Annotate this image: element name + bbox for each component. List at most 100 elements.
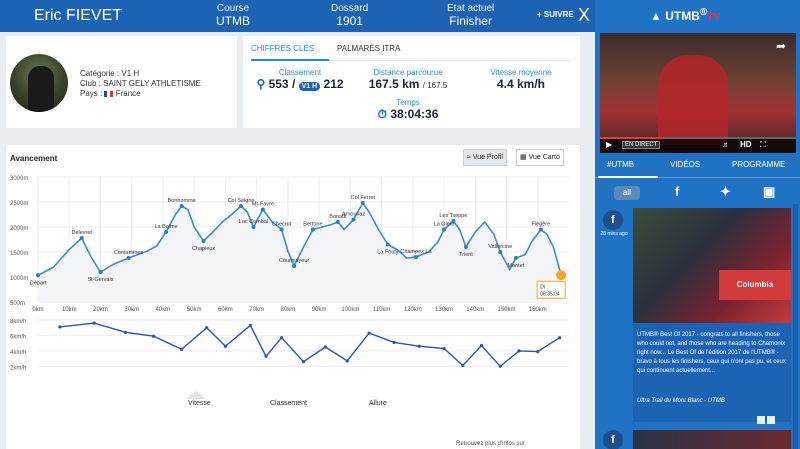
checkpoint-point bbox=[201, 239, 206, 243]
speed-point bbox=[123, 330, 128, 334]
speed-point bbox=[442, 346, 446, 351]
legend-pace[interactable]: Allure bbox=[369, 400, 387, 407]
checkpoint-point bbox=[351, 217, 356, 222]
follow-button[interactable]: + SUIVRE bbox=[537, 10, 574, 19]
distance-tick-label: 0km bbox=[32, 307, 43, 313]
checkpoint-point bbox=[292, 264, 297, 268]
tab-utmb-hashtag[interactable]: #UTMB bbox=[607, 160, 635, 169]
checkpoint-label: Les Tseppe bbox=[439, 213, 467, 219]
feed-scrollbar[interactable] bbox=[793, 204, 798, 449]
speed-point bbox=[536, 350, 540, 354]
hd-button[interactable]: HD bbox=[740, 140, 752, 149]
speed-tick-label: 8km/h bbox=[10, 319, 26, 325]
elevation-tick-label: 2000m bbox=[10, 226, 28, 232]
profile-view-button[interactable]: ≈ Vue Profil bbox=[463, 149, 507, 166]
checkpoint-label: La Giete bbox=[434, 222, 455, 228]
checkpoint-label: Delevret bbox=[71, 230, 92, 236]
bib-column: Dossard 1901 bbox=[331, 2, 368, 28]
checkpoint-label: Checrut bbox=[272, 222, 292, 228]
current-position-marker bbox=[556, 270, 567, 281]
social-filter-bar: all f ✦ ▣ bbox=[600, 181, 795, 203]
checkpoint-label: Bertone bbox=[303, 222, 322, 228]
share-icon[interactable]: ➦ bbox=[776, 39, 787, 53]
map-view-label: Vue Carto bbox=[528, 154, 560, 161]
speed-tick-label: 6km/h bbox=[10, 334, 26, 340]
play-icon[interactable]: ▶ bbox=[606, 140, 613, 149]
distance-tick-label: 70km bbox=[249, 307, 264, 313]
checkpoint-label: La Fouly bbox=[377, 250, 398, 256]
checkpoint-point bbox=[385, 242, 390, 247]
speed-point bbox=[345, 359, 349, 363]
club-text: Club : SAINT GELY ATHLETISME bbox=[80, 79, 201, 88]
stopwatch-icon: ⏱ bbox=[377, 107, 387, 121]
speed-point bbox=[92, 321, 96, 325]
checkpoint-label: Mt-Favre bbox=[252, 202, 274, 208]
checkpoint-point bbox=[498, 250, 503, 254]
elevation-tick-label: 1500m bbox=[10, 251, 28, 257]
tab-key-figures[interactable]: CHIFFRES CLÉS bbox=[251, 44, 315, 53]
elevation-line bbox=[37, 201, 562, 277]
checkpoint-point bbox=[260, 207, 265, 212]
post-source: Ultra Trail du Mont Blanc - UTMB bbox=[637, 398, 725, 404]
checkpoint-label: La Balme bbox=[154, 224, 177, 230]
distance-stat: Distance parcourue 167.5 km / 167.5 bbox=[358, 68, 458, 91]
facebook-icon[interactable]: f bbox=[675, 184, 680, 199]
video-progress-bar[interactable] bbox=[600, 137, 796, 139]
twitter-icon[interactable]: ✦ bbox=[720, 184, 731, 199]
time-label: Temps bbox=[396, 98, 420, 107]
tab-videos[interactable]: VIDÉOS bbox=[670, 160, 701, 169]
main-panel: Eric FIEVET Course UTMB Dossard 1901 Eta… bbox=[0, 0, 595, 449]
distance-total: 167.5 bbox=[427, 81, 448, 90]
distance-tick-label: 120km bbox=[404, 307, 422, 313]
speed-point bbox=[248, 323, 252, 327]
distance-label: Distance parcourue bbox=[373, 68, 443, 77]
instagram-icon[interactable]: ▣ bbox=[763, 184, 776, 199]
checkpoint-point bbox=[279, 227, 284, 232]
category-badge: V1 H bbox=[298, 82, 321, 91]
close-button[interactable]: X bbox=[578, 5, 591, 25]
bib-value: 1901 bbox=[336, 14, 363, 28]
facebook-post-icon: f bbox=[603, 210, 623, 230]
speed-point bbox=[323, 345, 327, 349]
volume-icon[interactable]: ♬ bbox=[722, 140, 730, 149]
distance-tick-label: 50km bbox=[187, 307, 202, 313]
tab-itra-record[interactable]: PALMARÈS ITRA bbox=[337, 44, 401, 53]
checkpoint-label: Bonatti bbox=[329, 214, 346, 220]
checkpoint-point bbox=[164, 230, 169, 234]
twitter-share-icon[interactable] bbox=[757, 416, 765, 424]
post-banner-text: Columbia bbox=[719, 270, 791, 300]
checkpoint-point bbox=[36, 273, 40, 278]
checkpoint-label: Départ bbox=[30, 280, 47, 286]
status-label: Etat actuel bbox=[447, 3, 495, 14]
tab-programme[interactable]: PROGRAMME bbox=[732, 160, 786, 169]
checkpoint-label: Contamines bbox=[114, 250, 144, 256]
ranking-stat: Classement ⚲ 553 / V1 H 212 bbox=[256, 68, 344, 91]
tooltip-day: Di bbox=[540, 284, 545, 290]
checkpoint-point bbox=[463, 245, 468, 249]
distance-tick-label: 150km bbox=[498, 307, 516, 313]
checkpoint-point bbox=[335, 220, 340, 224]
bib-label: Dossard bbox=[331, 3, 369, 14]
post-text: UTMB® Best Of 2017 - congrats to all fin… bbox=[637, 332, 786, 374]
checkpoint-point bbox=[79, 236, 84, 240]
footer-link-text: Retrouvez plus d'infos sur bbox=[456, 441, 525, 447]
social-post-2[interactable] bbox=[633, 430, 791, 449]
ranking-label: Classement bbox=[278, 68, 322, 77]
runner-name: Eric FIEVET bbox=[34, 7, 123, 24]
facebook-share-icon[interactable] bbox=[767, 416, 775, 424]
map-view-button[interactable]: ▦ Vue Carto bbox=[516, 149, 564, 166]
social-post[interactable]: Columbia UTMB® Best Of 2017 - congrats t… bbox=[633, 208, 791, 424]
speed-point bbox=[151, 334, 156, 338]
checkpoint-label: Vallorcine bbox=[488, 244, 512, 250]
progress-title: Avancement bbox=[10, 154, 58, 163]
speed-value: 4.4 km/h bbox=[496, 77, 546, 91]
legend-ranking[interactable]: Classement bbox=[270, 400, 307, 407]
fullscreen-icon[interactable]: ⛶ bbox=[760, 140, 766, 149]
course-column: Course UTMB bbox=[216, 2, 250, 28]
speed-tick-label: 2km/h bbox=[10, 365, 26, 371]
video-player[interactable]: ➦ ▶ EN DIRECT ♬ HD ⛶ bbox=[600, 33, 796, 153]
filter-all-button[interactable]: all bbox=[614, 186, 640, 200]
runner-header: Eric FIEVET Course UTMB Dossard 1901 Eta… bbox=[0, 0, 595, 32]
distance-tick-label: 140km bbox=[466, 307, 484, 313]
legend-speed[interactable]: Vitesse bbox=[188, 400, 211, 407]
